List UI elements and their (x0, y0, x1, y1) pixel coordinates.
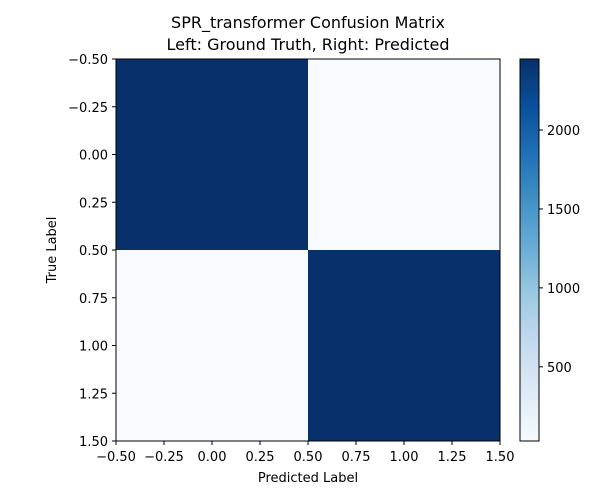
y-tick-label: 0.75 (79, 292, 108, 307)
y-tick-label: −0.25 (68, 101, 108, 116)
y-axis-label: True Label (45, 217, 60, 285)
x-tick-label: 1.25 (438, 450, 467, 465)
chart-subtitle: Left: Ground Truth, Right: Predicted (167, 35, 450, 54)
chart-title: SPR_transformer Confusion Matrix (171, 13, 445, 33)
x-tick-label: −0.25 (144, 450, 184, 465)
x-tick-label: 0.25 (246, 450, 275, 465)
x-tick-label: 1.50 (486, 450, 515, 465)
y-tick-label: −0.50 (68, 53, 108, 68)
heatmap-cell-1-0 (116, 250, 308, 441)
colorbar-tick-label: 1000 (547, 282, 580, 297)
y-tick-label: 0.25 (79, 196, 108, 211)
x-tick-label: −0.50 (96, 450, 136, 465)
colorbar-tick-label: 2000 (547, 124, 580, 139)
y-tick-label: 0.50 (79, 244, 108, 259)
x-axis-ticks: −0.50 −0.25 0.00 0.25 0.50 0.75 1.00 1.25 1.50 (96, 441, 514, 465)
heatmap-cells (116, 59, 500, 441)
x-tick-label: 1.00 (390, 450, 419, 465)
x-tick-label: 0.50 (294, 450, 323, 465)
x-axis-label: Predicted Label (258, 471, 358, 486)
x-tick-label: 0.00 (198, 450, 227, 465)
y-axis-ticks: −0.50 −0.25 0.00 0.25 0.50 0.75 1.00 1.25 1.50 (68, 53, 116, 450)
heatmap-cell-0-1 (308, 59, 500, 250)
heatmap-cell-0-0 (116, 59, 308, 250)
x-tick-label: 0.75 (342, 450, 371, 465)
y-tick-label: 1.50 (79, 435, 108, 450)
y-tick-label: 1.00 (79, 340, 108, 355)
colorbar-ticks: 500 1000 1500 2000 (539, 124, 580, 376)
colorbar (519, 58, 540, 442)
colorbar-tick-label: 1500 (547, 203, 580, 218)
heatmap-cell-1-1 (308, 250, 500, 441)
y-tick-label: 0.00 (79, 149, 108, 164)
y-tick-label: 1.25 (79, 387, 108, 402)
colorbar-tick-label: 500 (547, 361, 572, 376)
